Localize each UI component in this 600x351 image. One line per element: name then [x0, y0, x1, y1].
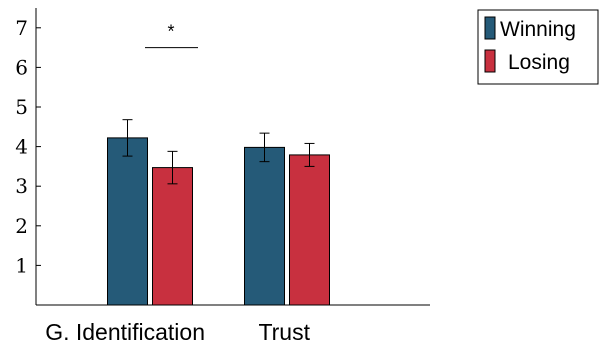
- significance-annotation: *: [145, 22, 198, 49]
- error-bars: [122, 119, 315, 185]
- y-ticks: 1 2 3 4 5 6 7: [15, 16, 41, 277]
- legend-box: [477, 9, 599, 85]
- bar-winning-0: [107, 137, 148, 306]
- bar-winning-1: [244, 146, 285, 306]
- bar-losing-0: [152, 167, 193, 306]
- y-tick-label: 6: [15, 55, 28, 79]
- legend-swatch-losing: [484, 49, 496, 73]
- legend-label-losing: Losing: [508, 51, 570, 74]
- axes: [35, 8, 430, 306]
- category-labels: G. Identification Trust: [45, 319, 310, 345]
- y-tick-label: 3: [15, 174, 28, 198]
- category-label: G. Identification: [45, 319, 205, 345]
- category-label: Trust: [258, 319, 310, 345]
- y-tick-label: 7: [15, 16, 28, 40]
- y-tick-label: 2: [15, 214, 28, 238]
- bar-losing-1: [289, 154, 330, 306]
- bars: [107, 137, 330, 306]
- significance-star: *: [167, 22, 174, 42]
- legend: Winning Losing: [477, 9, 599, 85]
- y-tick-label: 4: [15, 135, 28, 159]
- legend-swatch-winning: [484, 16, 496, 40]
- y-tick-label: 5: [15, 95, 28, 119]
- y-tick-label: 1: [15, 253, 28, 277]
- legend-label-winning: Winning: [500, 18, 576, 41]
